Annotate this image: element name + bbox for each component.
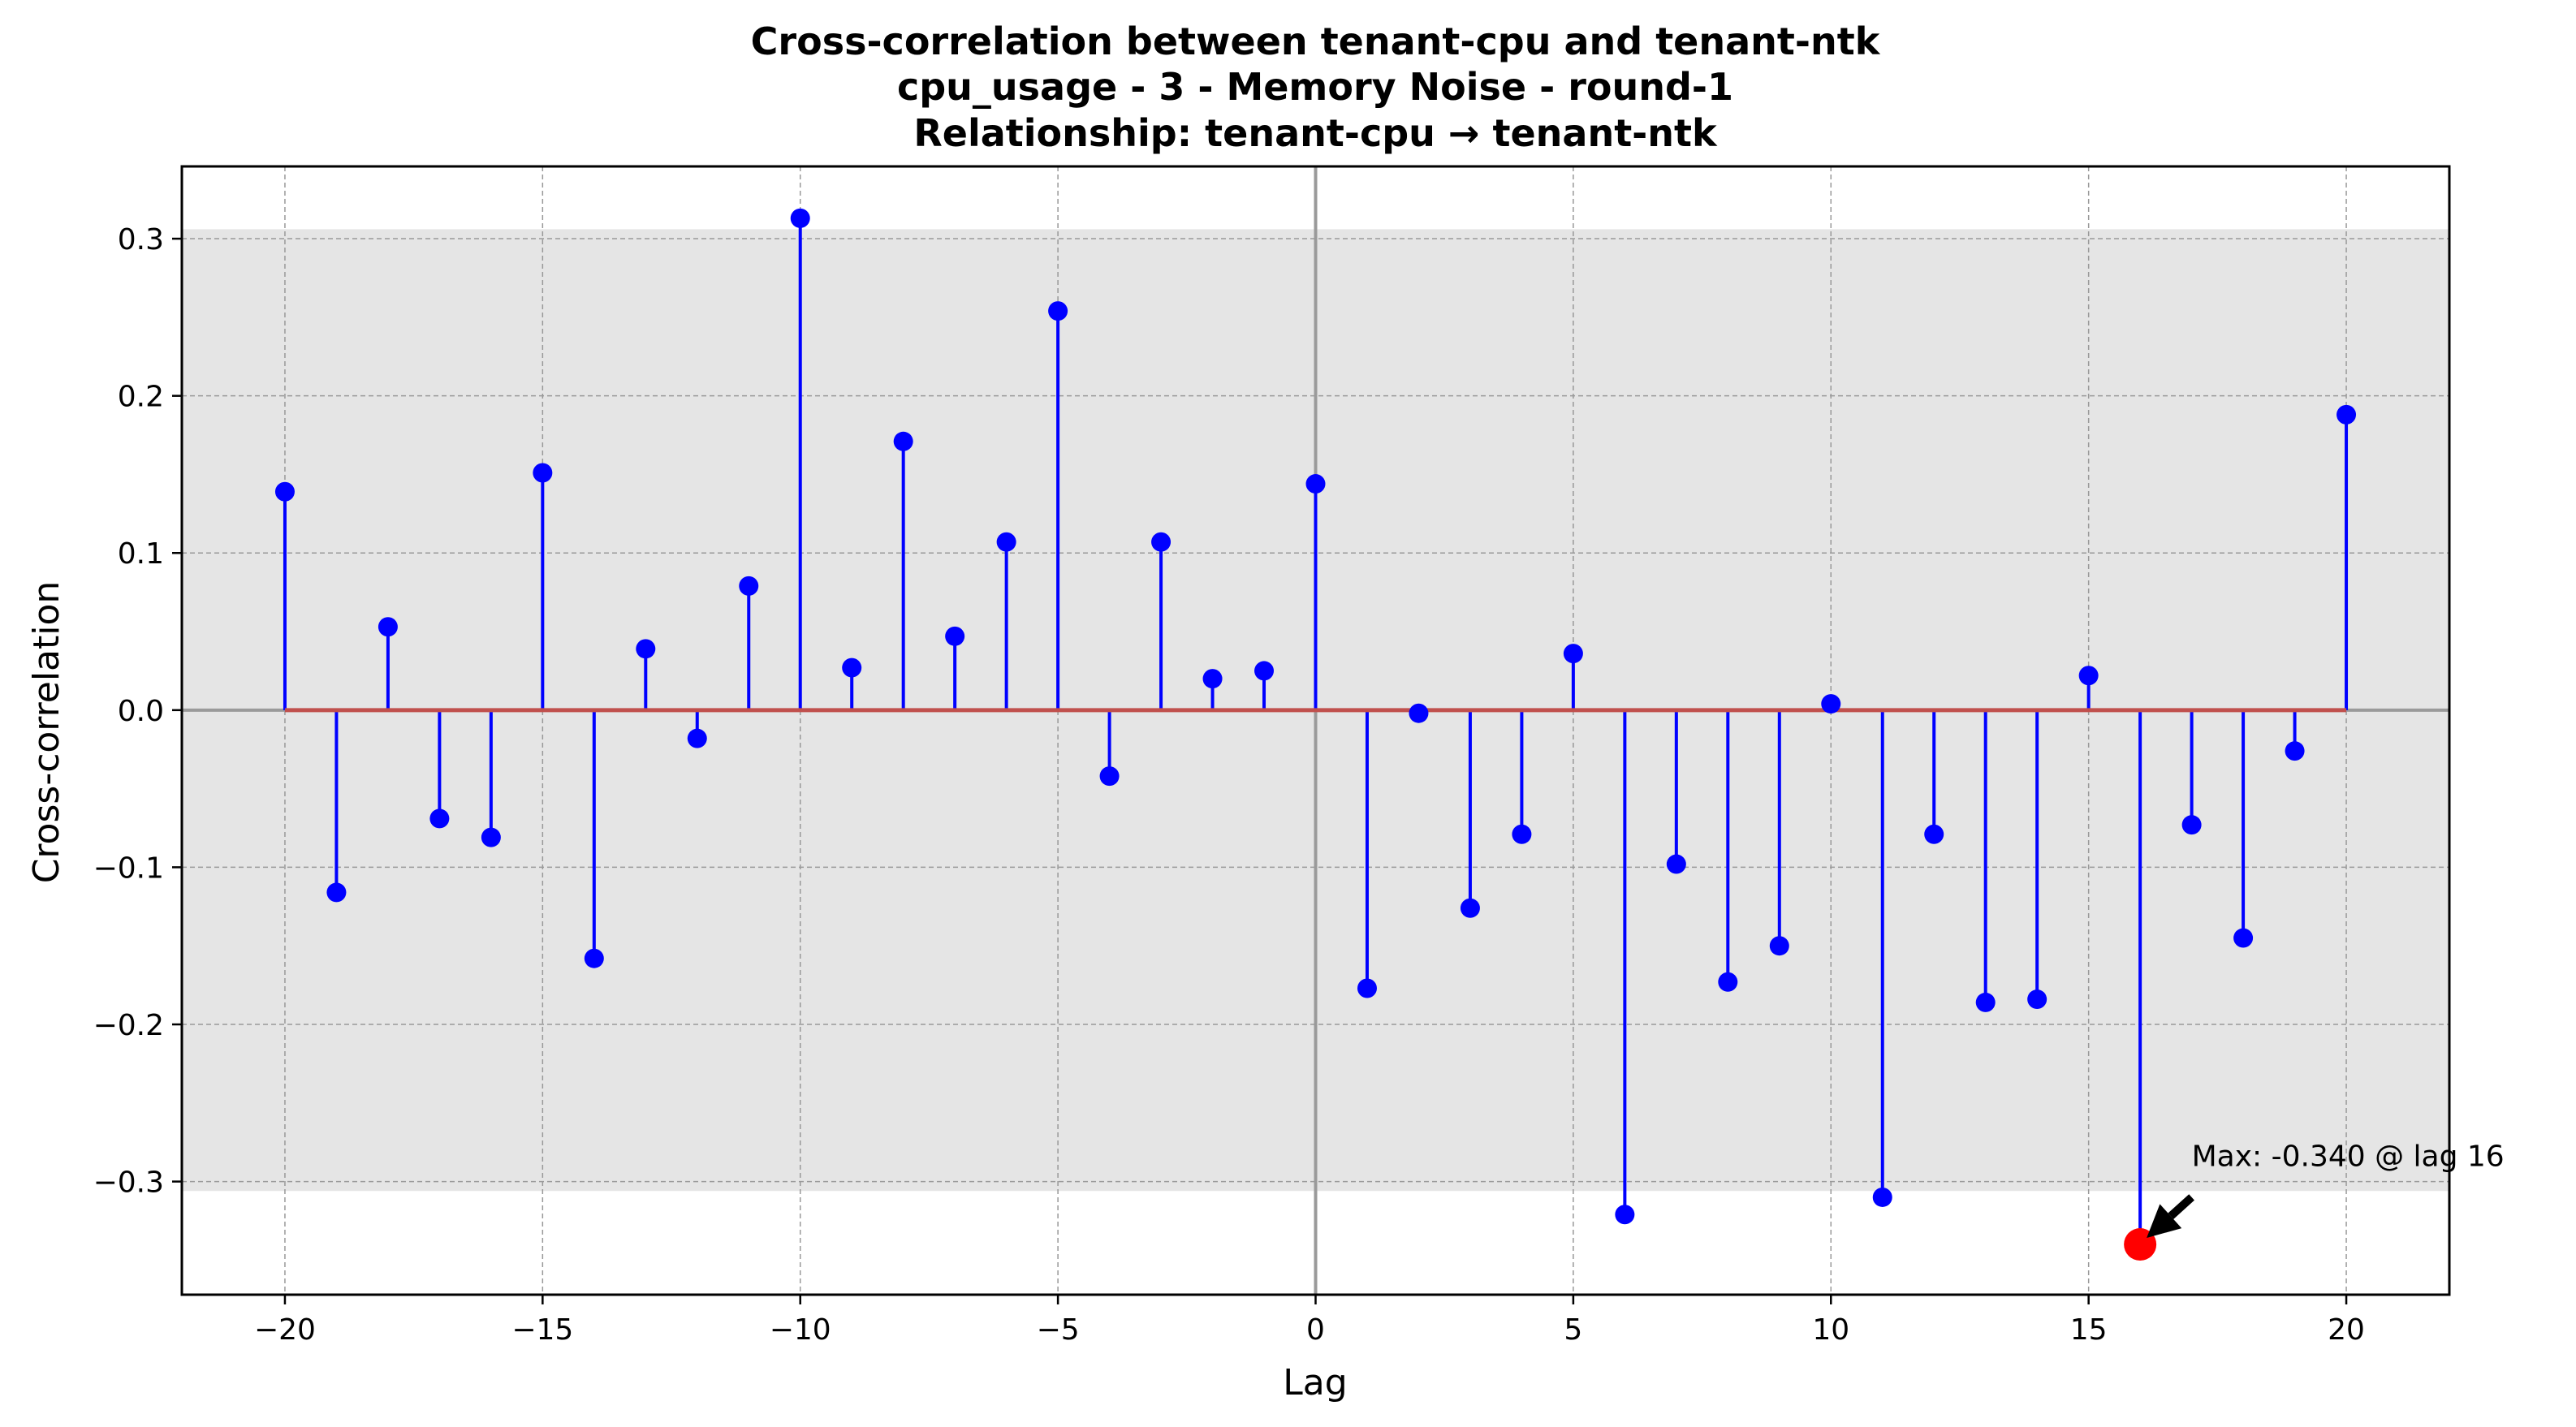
x-axis-ticks: −20 −15 −10 −5 0 5 10 15 20 [254,1295,2365,1347]
y-tick-label: 0.0 [118,695,164,728]
x-tick-label: −15 [511,1313,573,1347]
data-point [1872,1187,1892,1207]
data-point [739,576,759,596]
data-point [790,208,810,228]
data-point [2027,989,2047,1010]
data-point [1357,978,1377,998]
data-point [1718,972,1738,992]
data-point [1151,532,1171,552]
data-point [1305,474,1326,494]
annotation-arrow-head [2147,1204,2182,1239]
data-point [378,617,398,637]
y-axis-ticks: −0.3 −0.2 −0.1 0.0 0.1 0.2 0.3 [93,223,182,1200]
data-point [481,827,501,847]
data-point [636,639,656,659]
data-point [2181,815,2202,835]
title-line-3: Relationship: tenant-cpu → tenant-ntk [913,111,1718,155]
y-tick-label: −0.2 [93,1009,164,1042]
x-tick-label: 5 [1564,1313,1582,1347]
annotation-text: Max: -0.340 @ lag 16 [2192,1140,2505,1173]
data-point [2233,928,2254,948]
title-line-2: cpu_usage - 3 - Memory Noise - round-1 [897,65,1733,109]
data-point [1048,301,1068,321]
data-point [1254,661,1275,681]
data-point [2078,666,2099,686]
data-point [1409,703,1429,723]
data-point [945,626,965,646]
data-point [1460,898,1480,918]
data-point [1099,766,1120,787]
x-tick-label: 15 [2070,1313,2108,1347]
x-tick-label: −10 [770,1313,831,1347]
y-tick-label: −0.1 [93,851,164,885]
data-point [584,948,604,968]
max-annotation: Max: -0.340 @ lag 16 [2147,1140,2505,1239]
title-line-1: Cross-correlation between tenant-cpu and… [751,19,1881,63]
chart-title: Cross-correlation between tenant-cpu and… [751,19,1881,155]
data-point [533,463,553,483]
data-point [2285,741,2305,761]
data-point [1821,694,1841,714]
data-point [1975,992,1996,1012]
data-point [1512,824,1532,844]
data-point [1924,824,1944,844]
data-point [1615,1205,1635,1225]
x-tick-label: −20 [254,1313,316,1347]
x-tick-label: 0 [1306,1313,1325,1347]
y-tick-label: 0.3 [118,223,164,257]
x-tick-label: −5 [1037,1313,1080,1347]
y-axis-label: Cross-correlation [26,581,67,884]
y-tick-label: 0.2 [118,381,164,414]
x-tick-label: 10 [1812,1313,1849,1347]
data-point [1666,854,1686,874]
data-point [429,808,450,829]
x-axis-label: Lag [1283,1362,1347,1403]
y-tick-label: −0.3 [93,1166,164,1200]
x-tick-label: 20 [2328,1313,2365,1347]
data-point [1202,669,1223,689]
y-tick-label: 0.1 [118,537,164,571]
data-point [2337,404,2357,425]
data-point [996,532,1016,552]
data-point [687,728,707,748]
data-point [893,431,913,451]
data-point [1769,936,1789,956]
data-point [274,481,295,502]
stem-lines [283,218,2349,1245]
annotation-arrow-shaft [2168,1194,2194,1219]
data-point [842,657,862,678]
data-point [326,882,347,903]
data-point [1563,644,1583,664]
